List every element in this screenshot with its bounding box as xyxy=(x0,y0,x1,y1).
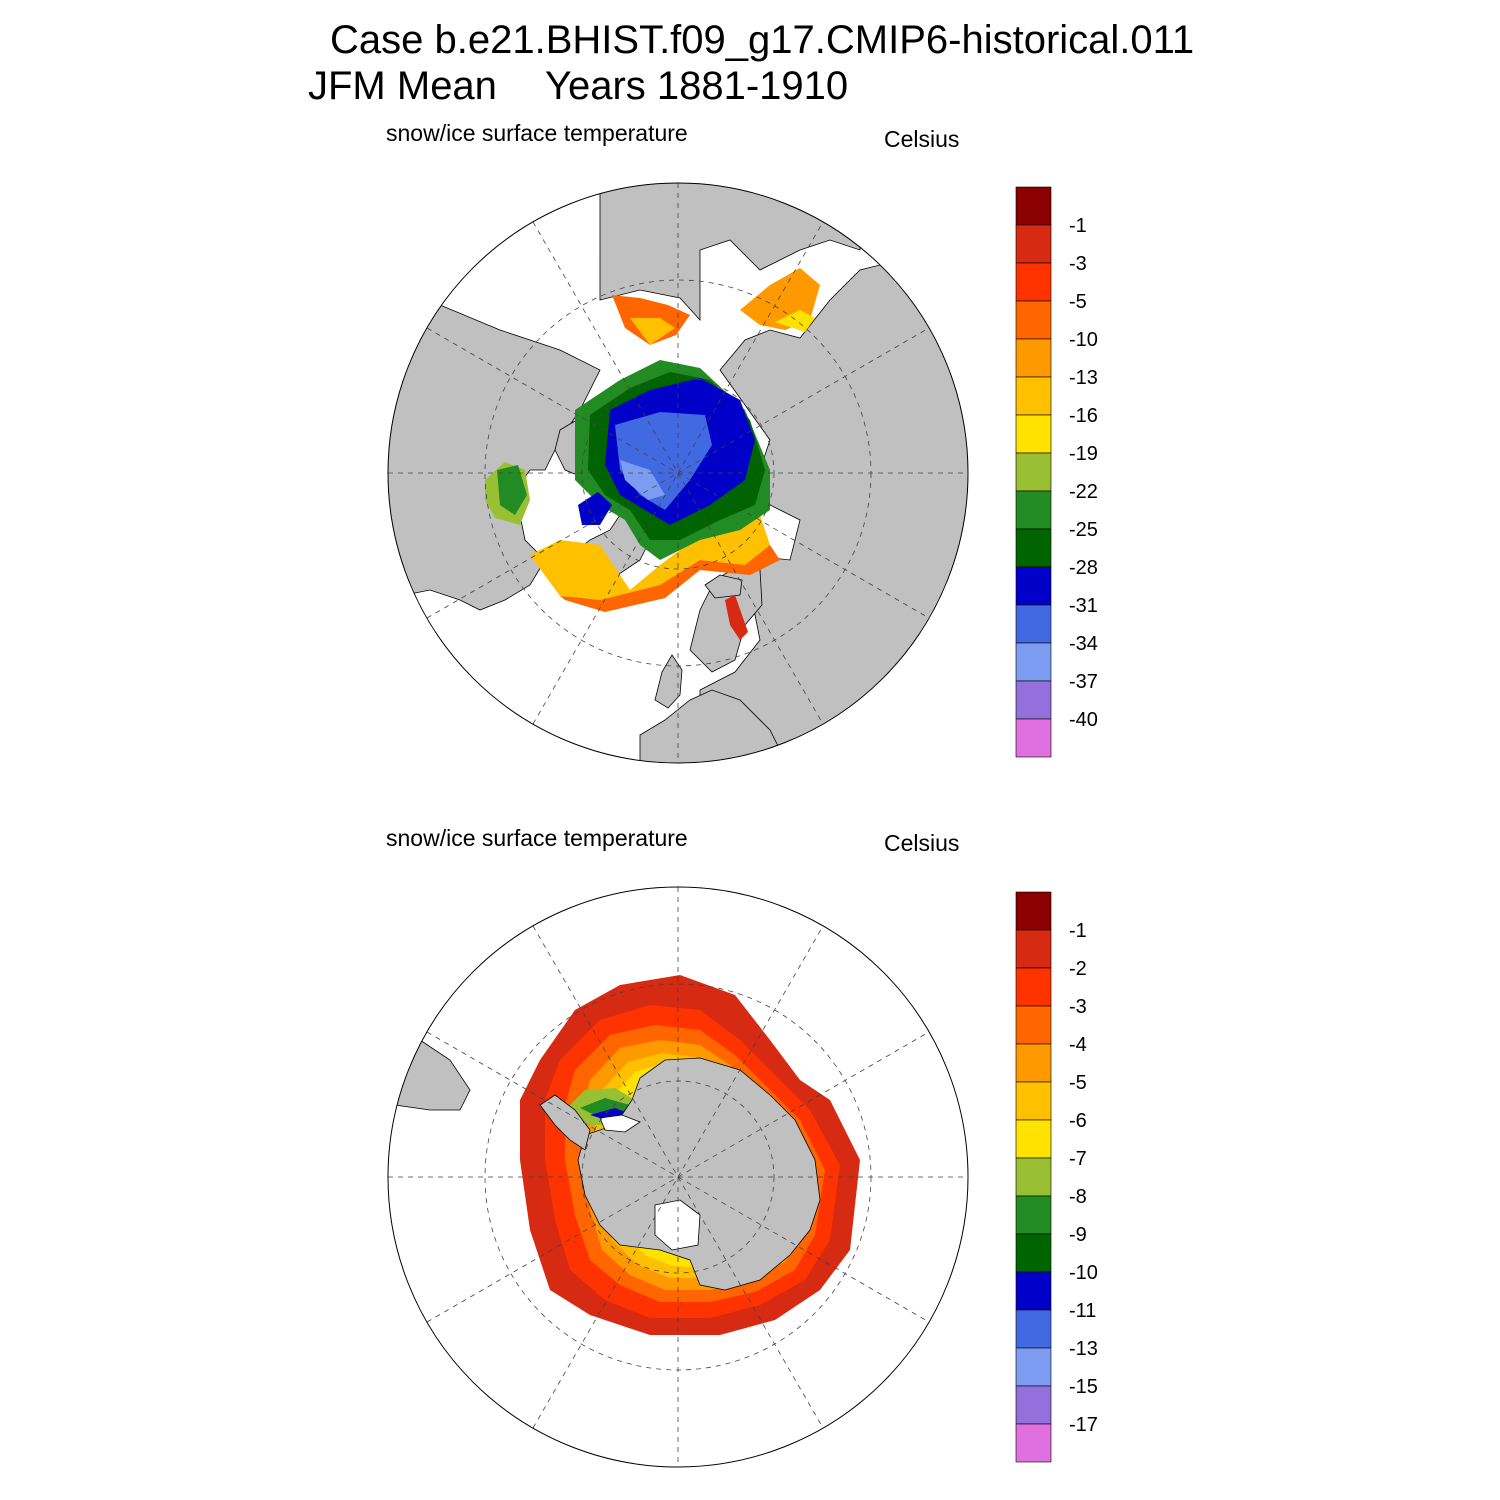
north-ice-hudson-core xyxy=(497,465,527,515)
south-colorbar-label: -10 xyxy=(1069,1262,1098,1284)
north-colorbar-label: -13 xyxy=(1069,367,1098,389)
south-colorbar-label: -8 xyxy=(1069,1186,1087,1208)
north-colorbar-box xyxy=(1015,566,1052,606)
years-label: Years 1881-1910 xyxy=(544,64,849,108)
north-map-boundary xyxy=(387,182,969,764)
north-ice-okhotsk-edge xyxy=(775,310,815,332)
north-colorbar-box xyxy=(1015,528,1052,568)
case-title: Case b.e21.BHIST.f09_g17.CMIP6-historica… xyxy=(330,18,1195,62)
south-colorbar-box xyxy=(1015,1081,1052,1121)
north-colorbar-label: -25 xyxy=(1069,519,1098,541)
north-ice-bering-inner xyxy=(630,318,675,345)
south-colorbar-label: -2 xyxy=(1069,958,1087,980)
north-colorbar-box xyxy=(1015,452,1052,492)
north-colorbar-label: -31 xyxy=(1069,595,1098,617)
south-colorbar-label: -6 xyxy=(1069,1110,1087,1132)
north-colorbar-label: -5 xyxy=(1069,291,1087,313)
south-ice-shelf-ross xyxy=(654,1199,701,1251)
south-colorbar-box xyxy=(1015,1043,1052,1083)
south-units-label: Celsius xyxy=(884,830,960,856)
south-land-antarctica xyxy=(577,1057,821,1291)
south-colorbar-label: -13 xyxy=(1069,1338,1098,1360)
south-colorbar-label: -7 xyxy=(1069,1148,1087,1170)
north-colorbar-label: -22 xyxy=(1069,481,1098,503)
north-colorbar-label: -1 xyxy=(1069,215,1087,237)
north-colorbar-box xyxy=(1015,186,1052,226)
north-ice-band-light xyxy=(620,460,665,500)
north-colorbar-box xyxy=(1015,490,1052,530)
south-colorbar-box xyxy=(1015,891,1052,931)
north-colorbar-label: -34 xyxy=(1069,633,1098,655)
south-colorbar-box xyxy=(1015,1385,1052,1425)
north-colorbar-label: -40 xyxy=(1069,709,1098,731)
season-label: JFM Mean xyxy=(308,64,497,108)
north-colorbar-label: -10 xyxy=(1069,329,1098,351)
south-colorbar-label: -1 xyxy=(1069,920,1087,942)
south-colorbar-label: -4 xyxy=(1069,1034,1087,1056)
north-land-scandinavia xyxy=(689,564,763,673)
south-colorbar-box xyxy=(1015,1157,1052,1197)
north-colorbar-box xyxy=(1015,300,1052,340)
north-units-label: Celsius xyxy=(884,126,960,152)
south-colorbar-box xyxy=(1015,1233,1052,1273)
south-colorbar-label: -15 xyxy=(1069,1376,1098,1398)
south-colorbar-label: -17 xyxy=(1069,1414,1098,1436)
south-colorbar-box xyxy=(1015,1271,1052,1311)
north-graticule xyxy=(388,183,968,763)
north-colorbar-label: -3 xyxy=(1069,253,1087,275)
south-polar-map xyxy=(387,886,969,1468)
north-variable-label: snow/ice surface temperature xyxy=(386,120,688,146)
north-colorbar-box xyxy=(1015,262,1052,302)
north-polar-map xyxy=(387,182,969,764)
south-colorbar-box xyxy=(1015,1309,1052,1349)
south-colorbar-box xyxy=(1015,1119,1052,1159)
north-colorbar-label: -37 xyxy=(1069,671,1098,693)
south-graticule xyxy=(388,887,968,1467)
south-colorbar-label: -9 xyxy=(1069,1224,1087,1246)
north-land-iceland xyxy=(704,574,743,599)
north-colorbar-box xyxy=(1015,338,1052,378)
south-ice-shelf-ronne xyxy=(599,1114,641,1133)
south-colorbar-box xyxy=(1015,967,1052,1007)
north-colorbar-label: -19 xyxy=(1069,443,1098,465)
north-colorbar-label: -16 xyxy=(1069,405,1098,427)
north-colorbar-label: -28 xyxy=(1069,557,1098,579)
north-ice-baffin xyxy=(578,492,612,525)
south-land-antarctic-peninsula xyxy=(539,1094,591,1151)
north-ice-baltic xyxy=(725,595,748,640)
south-map-boundary xyxy=(387,886,969,1468)
north-land-alaska xyxy=(599,183,861,322)
north-colorbar-box xyxy=(1015,224,1052,264)
north-colorbar-box xyxy=(1015,680,1052,720)
south-colorbar-box xyxy=(1015,929,1052,969)
south-colorbar-label: -11 xyxy=(1069,1300,1096,1322)
period-title: JFM Mean Years 1881-1910 xyxy=(308,64,848,109)
north-land-britain xyxy=(654,654,683,709)
north-colorbar-box xyxy=(1015,604,1052,644)
north-colorbar: -1 -3 -5 -10 -13 -16 -19 -22 -25 -28 -31 -34 -37 -40 xyxy=(1015,186,1098,758)
north-colorbar-box xyxy=(1015,642,1052,682)
south-variable-label: snow/ice surface temperature xyxy=(386,825,688,851)
south-colorbar-box xyxy=(1015,1347,1052,1387)
north-colorbar-box xyxy=(1015,376,1052,416)
south-colorbar-box xyxy=(1015,1005,1052,1045)
south-colorbar-label: -5 xyxy=(1069,1072,1087,1094)
south-colorbar: -1 -2 -3 -4 -5 -6 -7 -8 -9 -10 -11 -13 -15 -17 xyxy=(1015,891,1098,1463)
south-colorbar-box xyxy=(1015,1423,1052,1463)
south-colorbar-box xyxy=(1015,1195,1052,1235)
north-colorbar-box xyxy=(1015,718,1052,758)
south-colorbar-label: -3 xyxy=(1069,996,1087,1018)
north-colorbar-box xyxy=(1015,414,1052,454)
